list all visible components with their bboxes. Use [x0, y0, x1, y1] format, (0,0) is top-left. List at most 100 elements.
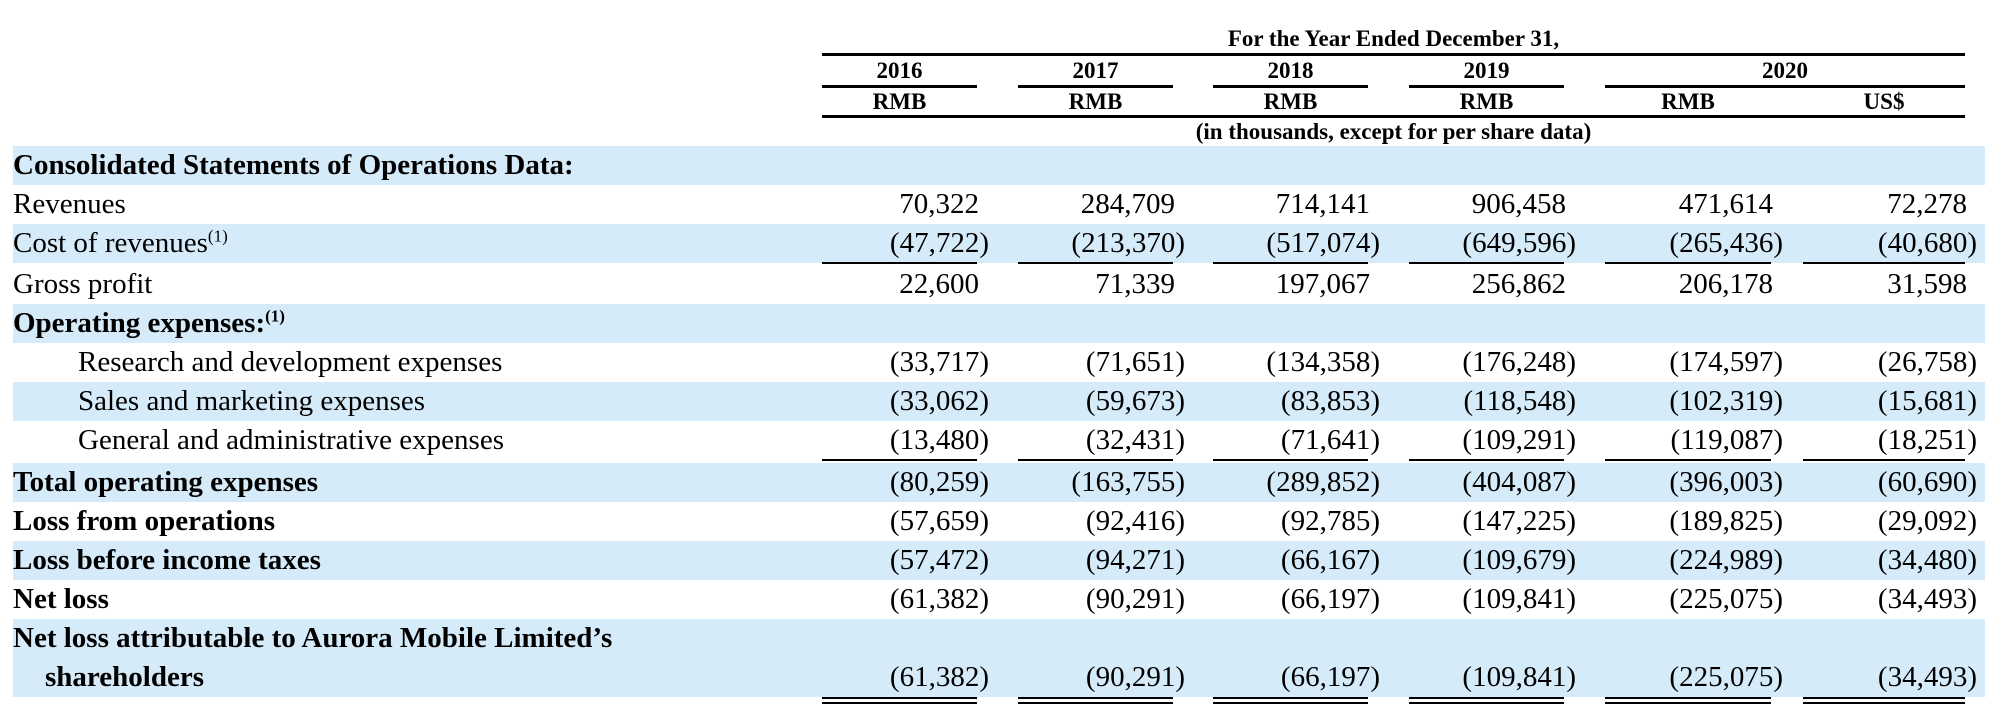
- row-label-text: Gross profit: [13, 268, 153, 300]
- value-cell: 471,614: [1678, 188, 1773, 220]
- row-label-text: Net loss attributable to Aurora Mobile L…: [13, 622, 613, 654]
- value-cell: (71,651): [1085, 346, 1185, 378]
- value-cell: (34,480): [1877, 544, 1977, 576]
- value-cell: (649,596): [1462, 227, 1576, 259]
- value-cell: (119,087): [1670, 424, 1784, 456]
- row-label: Operating expenses:(1): [13, 304, 285, 343]
- subtotal-rule: [1409, 459, 1564, 461]
- row-label-text: Sales and marketing expenses: [78, 385, 426, 417]
- currency-header: RMB: [1661, 89, 1715, 114]
- year-rule: [1213, 85, 1368, 88]
- row-label-text: Total operating expenses: [13, 466, 319, 498]
- value-cell: (174,597): [1669, 346, 1783, 378]
- subtotal-rule: [1018, 262, 1173, 264]
- period-title: For the Year Ended December 31,: [1227, 26, 1560, 51]
- row-label-text: Cost of revenues: [13, 227, 208, 259]
- row-label-text: Research and development expenses: [78, 346, 503, 378]
- value-cell: (404,087): [1462, 466, 1576, 498]
- value-cell: (83,853): [1280, 385, 1380, 417]
- currency-header: RMB: [872, 89, 927, 114]
- row-label-text: Net loss: [13, 583, 109, 615]
- value-cell: 71,339: [1095, 268, 1175, 300]
- value-cell: (18,251): [1877, 424, 1977, 456]
- value-cell: (29,092): [1877, 505, 1977, 537]
- value-cell: (61,382): [889, 583, 989, 615]
- value-cell: (15,681): [1877, 385, 1977, 417]
- subtotal-rule: [822, 459, 977, 461]
- total-double-rule: [1803, 697, 1965, 704]
- value-cell: (47,722): [889, 227, 989, 259]
- value-cell: 197,067: [1275, 268, 1370, 300]
- value-cell: (94,271): [1085, 544, 1185, 576]
- year-header: 2016: [876, 58, 923, 83]
- value-cell: (60,690): [1877, 466, 1977, 498]
- row-label-text: General and administrative expenses: [78, 424, 504, 456]
- header-rule-top: [822, 53, 1965, 56]
- row-label: Loss before income taxes: [13, 541, 321, 580]
- value-cell: (102,319): [1669, 385, 1783, 417]
- row-label: Revenues: [13, 185, 126, 224]
- value-cell: (163,755): [1071, 466, 1185, 498]
- year-rule: [822, 85, 977, 88]
- value-cell: 906,458: [1471, 188, 1566, 220]
- value-cell: (517,074): [1266, 227, 1380, 259]
- table-row: Sales and marketing expenses (33,062) (59,…: [13, 382, 1985, 421]
- table-row: Loss before income taxes (57,472) (94,271)…: [13, 541, 1985, 580]
- row-label: General and administrative expenses: [78, 421, 504, 460]
- row-label: Research and development expenses: [78, 343, 502, 382]
- value-cell: (71,641): [1280, 424, 1380, 456]
- total-double-rule: [1605, 697, 1771, 704]
- value-cell: (33,717): [889, 346, 989, 378]
- table-row: General and administrative expenses (13,4…: [13, 421, 1985, 460]
- table-row: Research and development expenses (33,717…: [13, 343, 1985, 382]
- value-cell: (90,291): [1085, 583, 1185, 615]
- value-cell: (61,382): [889, 661, 989, 693]
- subtotal-rule: [1213, 262, 1368, 264]
- currency-header: US$: [1863, 89, 1905, 114]
- table-row: Revenues 70,322 284,709 714,141 906,458 471,6…: [13, 185, 1985, 224]
- value-cell: (66,167): [1280, 544, 1380, 576]
- row-label: Total operating expenses: [13, 463, 318, 502]
- value-cell: 70,322: [899, 188, 979, 220]
- year-rule: [1018, 85, 1173, 88]
- header-rule-bottom: [822, 115, 1965, 118]
- total-double-rule: [1213, 697, 1368, 704]
- value-cell: (13,480): [889, 424, 989, 456]
- value-cell: (34,493): [1877, 661, 1977, 693]
- row-label: Net loss: [13, 580, 109, 619]
- subtotal-rule: [1213, 459, 1368, 461]
- table-row: Consolidated Statements of Operations Da…: [13, 146, 1985, 185]
- total-double-rule: [1018, 697, 1173, 704]
- value-cell: (134,358): [1266, 346, 1380, 378]
- currency-header: RMB: [1459, 89, 1514, 114]
- value-cell: 72,278: [1887, 188, 1967, 220]
- value-cell: (176,248): [1462, 346, 1576, 378]
- value-cell: (147,225): [1462, 505, 1576, 537]
- value-cell: (59,673): [1085, 385, 1185, 417]
- row-label-text: Loss before income taxes: [13, 544, 321, 576]
- value-cell: 31,598: [1887, 268, 1967, 300]
- value-cell: (33,062): [889, 385, 989, 417]
- year-rule: [1409, 85, 1564, 88]
- value-cell: (90,291): [1085, 661, 1185, 693]
- table-row: Total operating expenses (80,259) (163,755…: [13, 463, 1985, 502]
- value-cell: (92,416): [1085, 505, 1185, 537]
- value-cell: (224,989): [1669, 544, 1783, 576]
- total-double-rule: [822, 697, 977, 704]
- value-cell: (109,841): [1462, 661, 1576, 693]
- currency-header: RMB: [1068, 89, 1123, 114]
- value-cell: 284,709: [1080, 188, 1175, 220]
- row-label: Cost of revenues(1): [13, 224, 228, 263]
- table-row: Cost of revenues(1) (47,722) (213,370) (517…: [13, 224, 1985, 263]
- value-cell: 256,862: [1471, 268, 1566, 300]
- year-header: 2019: [1463, 58, 1510, 83]
- row-label-text: Consolidated Statements of Operations Da…: [13, 149, 574, 181]
- value-cell: (289,852): [1266, 466, 1380, 498]
- value-cell: (109,841): [1462, 583, 1576, 615]
- value-cell: (92,785): [1280, 505, 1380, 537]
- currency-header: RMB: [1263, 89, 1318, 114]
- value-cell: (57,659): [889, 505, 989, 537]
- row-label-continuation: shareholders: [45, 661, 204, 693]
- row-label: Loss from operations: [13, 502, 275, 541]
- table-row: Loss from operations (57,659) (92,416) (92,…: [13, 502, 1985, 541]
